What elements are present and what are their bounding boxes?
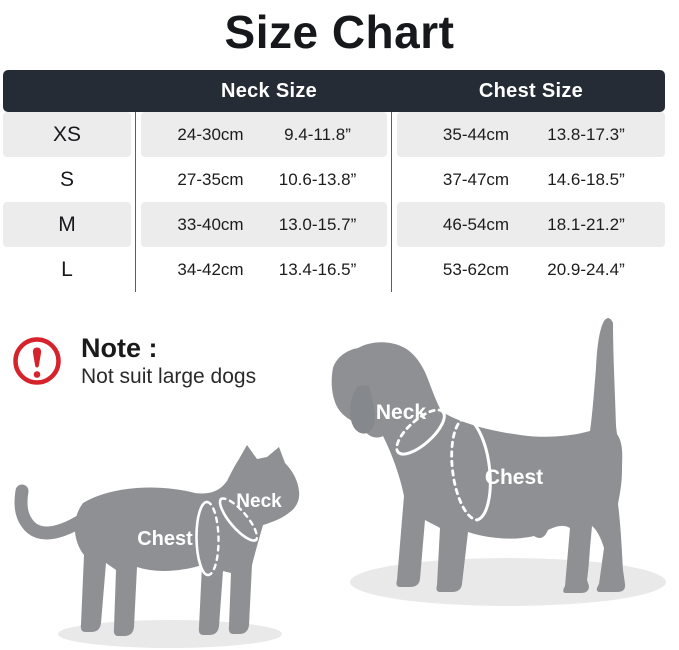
warning-exclamation-icon [13,337,61,385]
cat-tail [14,484,100,540]
cat-chest-band [195,500,210,577]
cat-silhouette [74,445,300,636]
column-divider [391,112,392,292]
size-label: XS [3,112,131,157]
cat-neck-band [218,497,258,542]
neck-in: 13.4-16.5” [278,259,357,279]
size-label: L [61,257,73,281]
size-label: M [3,202,131,247]
neck-in: 10.6-13.8” [278,169,357,189]
table-header-row: Neck Size Chest Size [3,70,665,112]
neck-cm: 33-40cm [177,214,244,234]
neck-cm: 27-35cm [177,169,244,189]
dog-chest-band-dashed [450,416,479,522]
chest-in: 14.6-18.5” [547,169,625,189]
table-row: L 34-42cm 13.4-16.5” 53-62cm 20.9-24.4” [3,247,665,292]
dog-silhouette [331,317,626,593]
chest-in: 18.1-21.2” [547,214,625,234]
cat-chest-band-dashed [205,500,220,577]
column-divider [135,112,136,292]
table-row: M 33-40cm 13.0-15.7” 46-54cm 18.1-21.2” [3,202,665,247]
page-title: Size Chart [224,6,455,58]
dog-chest-band [463,416,492,522]
header-neck-size: Neck Size [220,79,318,102]
size-label: S [59,167,74,191]
chest-cm: 35-44cm [442,124,510,144]
dog-neck-band [396,410,446,456]
note-label: Note : [81,333,158,363]
dog-neck-label: Neck [376,401,427,424]
chest-in: 20.9-24.4” [547,259,625,279]
note-text-block: Note : Not suit large dogs [81,332,256,389]
dog-neck-band-dashed [395,408,445,454]
cat-neck-band-dashed [219,497,259,542]
chest-cm: 46-54cm [442,214,510,234]
table-row: XS 24-30cm 9.4-11.8” 35-44cm 13.8-17.3” [3,112,665,157]
chest-in: 13.8-17.3” [547,124,625,144]
dog-chest-label: Chest [485,466,543,489]
cat-diagram: Neck Chest [14,445,300,648]
cat-chest-label: Chest [137,528,193,550]
neck-in: 13.0-15.7” [278,214,357,234]
neck-cm: 24-30cm [177,124,244,144]
note-body: Not suit large dogs [81,365,257,388]
neck-cm: 34-42cm [177,259,244,279]
cat-shadow [58,620,282,648]
cat-neck-label: Neck [236,491,282,512]
dog-diagram: Neck Chest [331,317,666,606]
header-chest-size: Chest Size [478,79,584,102]
note-section: Note : Not suit large dogs [11,332,256,389]
chest-cm: 53-62cm [442,259,510,279]
chest-cm: 37-47cm [442,169,510,189]
size-table: Neck Size Chest Size XS 24-30cm 9.4-11.8”… [3,70,665,292]
neck-in: 9.4-11.8” [284,124,351,144]
dog-ear [349,385,375,434]
table-row: S 27-35cm 10.6-13.8” 37-47cm 14.6-18.5” [3,157,665,202]
